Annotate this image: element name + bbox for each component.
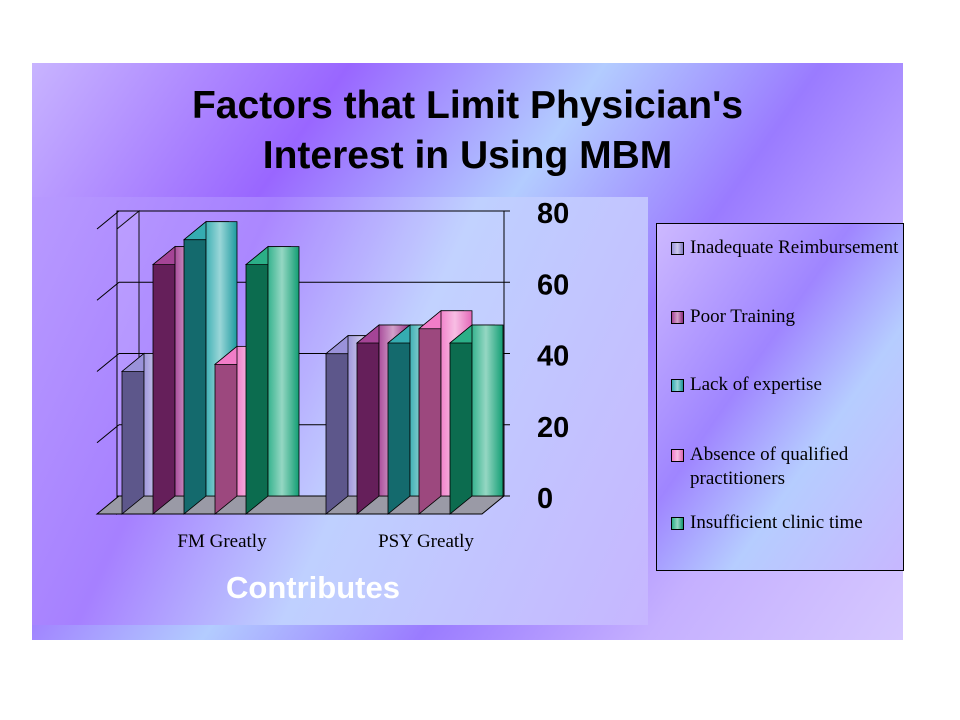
legend-label: Insufficient clinic time — [690, 512, 863, 533]
x-tick-label: FM Greatly — [177, 531, 267, 552]
bar-side — [418, 309, 442, 515]
bar-side — [387, 324, 411, 515]
legend-item: Insufficient clinic time — [671, 511, 900, 535]
legend-label: Inadequate Reimbursement — [690, 237, 899, 258]
legend-label: Poor Training — [690, 306, 796, 327]
legend-item: Poor Training — [671, 305, 900, 329]
bar-side — [449, 324, 473, 515]
legend: Inadequate Reimbursement Poor Training L… — [656, 223, 904, 571]
y-tick-label: 80 — [537, 198, 569, 230]
y-tick-label: 0 — [537, 483, 553, 515]
bar-side — [356, 324, 380, 515]
legend-swatch — [671, 517, 684, 530]
bar-side — [183, 220, 207, 515]
legend-swatch — [671, 311, 684, 324]
bar — [471, 324, 504, 497]
legend-item: Absence of qualified practitioners — [671, 443, 900, 491]
y-tick-label: 60 — [537, 269, 569, 301]
bar-side — [214, 345, 238, 515]
legend-item: Inadequate Reimbursement — [671, 236, 900, 260]
gridline-depth — [96, 210, 120, 230]
legend-item: Lack of expertise — [671, 373, 900, 397]
bar-side — [152, 245, 176, 515]
legend-swatch — [671, 449, 684, 462]
bar-side — [121, 352, 145, 515]
bar-side — [325, 334, 349, 515]
chart-title: Factors that Limit Physician's Interest … — [32, 81, 903, 181]
bar — [267, 246, 300, 497]
legend-label: Absence of qualified practitioners — [690, 444, 849, 489]
gridline-depth — [96, 281, 120, 301]
chart-title-line-2: Interest in Using MBM — [262, 134, 673, 177]
legend-swatch — [671, 242, 684, 255]
x-axis-title: Contributes — [226, 570, 400, 605]
bar-side — [245, 245, 269, 515]
y-tick-label: 40 — [537, 341, 569, 373]
gridline-depth — [96, 353, 120, 372]
x-tick-label: PSY Greatly — [378, 531, 474, 552]
legend-label: Lack of expertise — [690, 374, 822, 395]
legend-swatch — [671, 379, 684, 392]
gridline-depth — [96, 424, 120, 444]
slide-background: Factors that Limit Physician's Interest … — [32, 63, 904, 640]
y-tick-label: 20 — [537, 412, 569, 444]
chart-title-line-1: Factors that Limit Physician's — [191, 84, 744, 127]
